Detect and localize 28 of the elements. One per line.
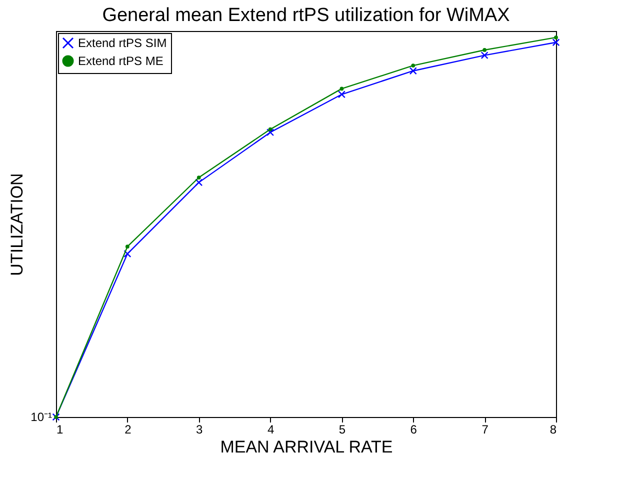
x-tick-label: 1 [56, 422, 64, 436]
point [125, 244, 130, 249]
point [552, 38, 560, 46]
x-tick-label: 5 [338, 422, 346, 436]
point [411, 64, 416, 68]
legend-label: Extend rtPS ME [78, 54, 164, 68]
y-axis-title: UTILIZATION [8, 173, 26, 276]
point [195, 178, 203, 186]
x-tick-label: 8 [550, 422, 557, 436]
point [554, 36, 558, 40]
point [124, 250, 132, 258]
point [266, 128, 274, 136]
point [482, 48, 487, 52]
x-tick-label: 2 [124, 422, 132, 436]
x-tick-label: 6 [410, 422, 418, 436]
point [268, 127, 272, 132]
point [480, 52, 488, 60]
x-tick-label: 4 [267, 422, 274, 436]
point [338, 90, 346, 98]
point [196, 176, 201, 180]
text: 10⁻¹ [30, 410, 52, 424]
x-axis-title: MEAN ARRIVAL RATE [220, 438, 393, 456]
point [409, 67, 417, 75]
point [340, 86, 344, 91]
legend-label: Extend rtPS SIM [78, 36, 167, 50]
x-tick-label: 3 [196, 422, 204, 436]
chart-title: General mean Extend rtPS utilization for WiMAX [102, 5, 510, 26]
x-tick-label: 7 [482, 422, 489, 436]
